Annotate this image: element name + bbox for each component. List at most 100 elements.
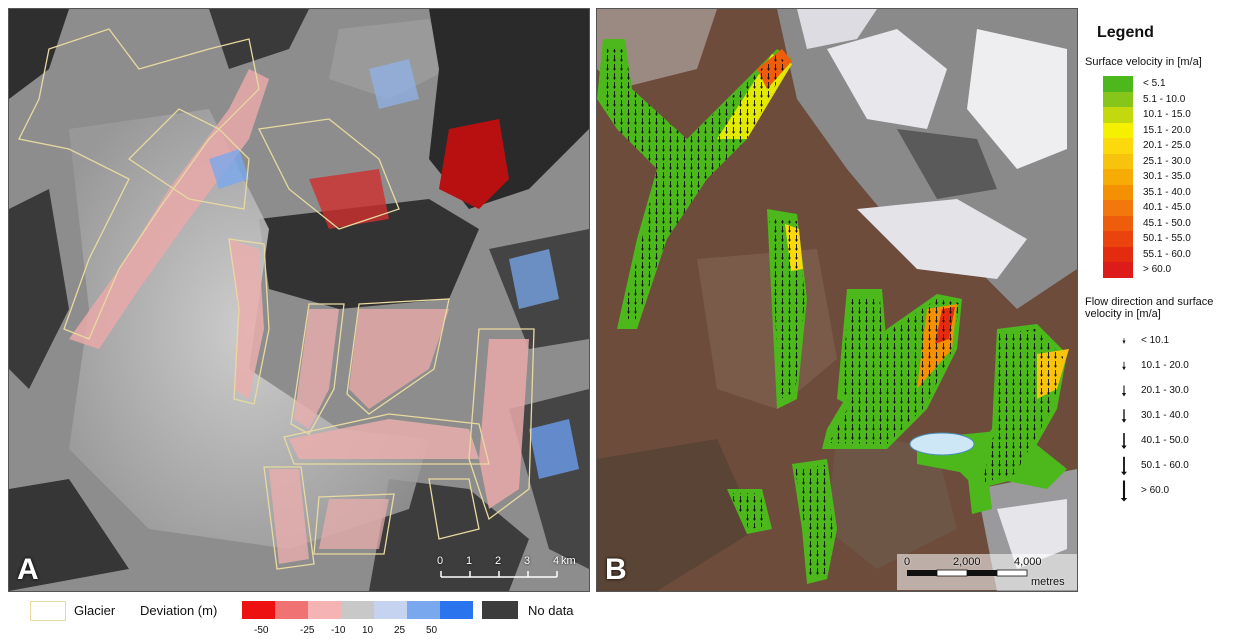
- glacier-label: Glacier: [74, 603, 116, 618]
- velocity-class-row: > 60.0: [1085, 262, 1235, 278]
- velocity-class-label: < 5.1: [1143, 78, 1166, 90]
- scale-b-tick: 2,000: [953, 556, 981, 568]
- velocity-class-label: 5.1 - 10.0: [1143, 93, 1186, 105]
- map-panel-b: B 0 2,000 4,000 metres: [596, 8, 1078, 592]
- velocity-swatch: [1103, 231, 1133, 247]
- map-panel-a: A 0 1 2 3 4 km: [8, 8, 590, 592]
- flow-arrow-icon: [1115, 428, 1133, 453]
- velocity-legend: Legend Surface velocity in [m/a] < 5.1 5.…: [1085, 18, 1235, 503]
- velocity-class-row: 30.1 - 35.0: [1085, 169, 1235, 185]
- velocity-swatch: [1103, 200, 1133, 216]
- scale-bar-a: 0 1 2 3 4 km: [435, 553, 576, 583]
- velocity-swatch: [1103, 184, 1133, 200]
- velocity-class-label: 50.1 - 55.0: [1143, 233, 1191, 245]
- flow-class-label: > 60.0: [1141, 484, 1170, 496]
- flow-class-label: 20.1 - 30.0: [1141, 384, 1189, 396]
- deviation-tick-label: 25: [394, 625, 406, 636]
- deviation-swatch: [341, 601, 374, 619]
- scale-bar-a-graphic: [440, 571, 558, 578]
- velocity-class-row: 40.1 - 45.0: [1085, 200, 1235, 216]
- scale-a-tick: 3: [524, 555, 531, 567]
- legend-title: Legend: [1097, 24, 1154, 41]
- flow-class-label: 30.1 - 40.0: [1141, 409, 1189, 421]
- velocity-swatch: [1103, 122, 1133, 138]
- deviation-swatch: [407, 601, 440, 619]
- velocity-class-label: 55.1 - 60.0: [1143, 248, 1191, 260]
- velocity-swatch: [1103, 262, 1133, 278]
- scale-b-tick: 0: [904, 556, 911, 568]
- flow-class-label: 50.1 - 60.0: [1141, 459, 1189, 471]
- velocity-class-row: 50.1 - 55.0: [1085, 231, 1235, 247]
- velocity-class-row: 10.1 - 15.0: [1085, 107, 1235, 123]
- velocity-swatch: [1103, 153, 1133, 169]
- velocity-swatch: [1103, 107, 1133, 123]
- scale-a-tick: 0: [437, 555, 444, 567]
- deviation-swatch: [440, 601, 473, 619]
- flow-class-list: < 10.1 10.1 - 20.0 20.1 - 30.0 30.1 - 40.0 4…: [1085, 328, 1235, 503]
- flow-class-row: 40.1 - 50.0: [1085, 428, 1235, 453]
- flow-arrow-icon: [1115, 403, 1133, 428]
- velocity-class-label: 10.1 - 15.0: [1143, 109, 1191, 121]
- velocity-class-label: > 60.0: [1143, 264, 1172, 276]
- deviation-swatch: [374, 601, 407, 619]
- velocity-class-label: 20.1 - 25.0: [1143, 140, 1191, 152]
- velocity-class-row: 55.1 - 60.0: [1085, 246, 1235, 262]
- deviation-swatch: [308, 601, 341, 619]
- flow-class-row: < 10.1: [1085, 328, 1235, 353]
- flow-arrow-icon: [1115, 378, 1133, 403]
- nodata-label: No data: [528, 603, 574, 618]
- scale-a-tick: 2: [495, 555, 502, 567]
- velocity-class-label: 15.1 - 20.0: [1143, 124, 1191, 136]
- flow-arrow-icon: [1115, 478, 1133, 503]
- flow-arrow-icon: [1115, 353, 1133, 378]
- scale-bar-b: 0 2,000 4,000 metres: [897, 554, 1077, 590]
- flow-arrows: [602, 49, 1063, 577]
- velocity-class-row: 25.1 - 30.0: [1085, 153, 1235, 169]
- velocity-class-row: 45.1 - 50.0: [1085, 215, 1235, 231]
- velocity-map: [597, 9, 1077, 591]
- flow-arrow-icon: [1115, 453, 1133, 478]
- velocity-legend-title: Surface velocity in [m/a]: [1085, 56, 1202, 68]
- deviation-swatch: [275, 601, 308, 619]
- deviation-label: Deviation (m): [140, 603, 218, 618]
- deviation-map: [9, 9, 589, 591]
- velocity-class-label: 45.1 - 50.0: [1143, 217, 1191, 229]
- flow-class-row: 20.1 - 30.0: [1085, 378, 1235, 403]
- flow-class-row: 50.1 - 60.0: [1085, 453, 1235, 478]
- velocity-class-row: 20.1 - 25.0: [1085, 138, 1235, 154]
- scale-a-unit: km: [561, 555, 576, 567]
- flow-legend-title: Flow direction and surface velocity in […: [1085, 295, 1214, 320]
- scale-bar-b-graphic: [907, 569, 1028, 577]
- panel-letter-b: B: [605, 553, 627, 586]
- scale-a-tick: 4: [553, 555, 560, 567]
- flow-class-row: 10.1 - 20.0: [1085, 353, 1235, 378]
- velocity-class-label: 35.1 - 40.0: [1143, 186, 1191, 198]
- flow-class-row: > 60.0: [1085, 478, 1235, 503]
- deviation-tick-label: 10: [362, 625, 374, 636]
- deviation-legend: Glacier Deviation (m) -50 -25 -10 10 25 50 No…: [30, 598, 630, 638]
- flow-class-label: 10.1 - 20.0: [1141, 359, 1189, 371]
- deviation-tick-label: -10: [331, 625, 346, 636]
- velocity-class-label: 30.1 - 35.0: [1143, 171, 1191, 183]
- velocity-class-list: < 5.1 5.1 - 10.0 10.1 - 15.0 15.1 - 20.0 20.…: [1085, 76, 1235, 278]
- flow-class-label: 40.1 - 50.0: [1141, 434, 1189, 446]
- deviation-tick-label: -50: [254, 625, 269, 636]
- velocity-swatch: [1103, 215, 1133, 231]
- flow-class-row: 30.1 - 40.0: [1085, 403, 1235, 428]
- scale-b-unit: metres: [1031, 576, 1065, 588]
- velocity-swatch: [1103, 169, 1133, 185]
- deviation-tick-label: -25: [300, 625, 315, 636]
- scale-a-tick: 1: [466, 555, 473, 567]
- velocity-swatch: [1103, 246, 1133, 262]
- flow-arrow-icon: [1115, 328, 1133, 353]
- nodata-swatch: [482, 601, 518, 619]
- deviation-tick-label: 50: [426, 625, 438, 636]
- velocity-class-row: < 5.1: [1085, 76, 1235, 92]
- velocity-swatch: [1103, 138, 1133, 154]
- velocity-class-label: 25.1 - 30.0: [1143, 155, 1191, 167]
- velocity-class-row: 5.1 - 10.0: [1085, 91, 1235, 107]
- scale-b-tick: 4,000: [1014, 556, 1042, 568]
- velocity-swatch: [1103, 91, 1133, 107]
- panel-letter-a: A: [17, 553, 39, 586]
- flow-class-label: < 10.1: [1141, 334, 1170, 346]
